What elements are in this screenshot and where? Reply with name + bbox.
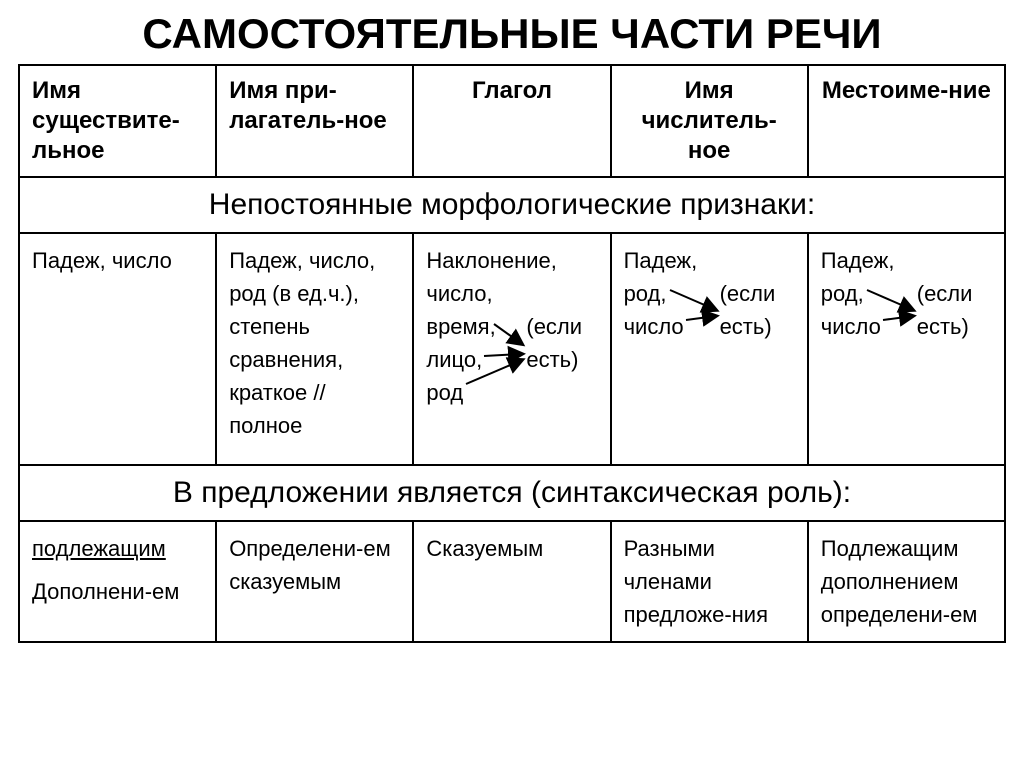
pro-esli: (если [917, 277, 973, 310]
num-rod: род, [624, 277, 667, 310]
synt-verb: Сказуемым [413, 521, 610, 642]
pro-rod: род, [821, 277, 864, 310]
synt-noun-b: Дополнени-ем [32, 575, 203, 608]
verb-l1: Наклонение, [426, 244, 557, 277]
synt-noun: подлежащим Дополнени-ем [19, 521, 216, 642]
section-morph: Непостоянные морфологические признаки: [19, 177, 1005, 233]
num-padezh: Падеж, [624, 244, 698, 277]
parts-of-speech-table: Имя существите-льное Имя при-лагатель-но… [18, 64, 1006, 643]
verb-litso: лицо, [426, 343, 482, 376]
num-chislo: число [624, 310, 684, 343]
morph-row: Падеж, число Падеж, число, род (в ед.ч.)… [19, 233, 1005, 465]
col-numeral: Имя числитель-ное [611, 65, 808, 177]
section-synt: В предложении является (синтаксическая р… [19, 465, 1005, 521]
pro-chislo: число [821, 310, 881, 343]
verb-l2: число, [426, 277, 492, 310]
synt-noun-a: подлежащим [32, 532, 203, 565]
morph-verb: Наклонение, число, время, (если лицо, ес… [413, 233, 610, 465]
num-esli: (если [720, 277, 776, 310]
pro-padezh: Падеж, [821, 244, 895, 277]
synt-row: подлежащим Дополнени-ем Определени-ем ск… [19, 521, 1005, 642]
col-noun: Имя существите-льное [19, 65, 216, 177]
section-synt-row: В предложении является (синтаксическая р… [19, 465, 1005, 521]
verb-est: есть) [526, 343, 578, 376]
header-row: Имя существите-льное Имя при-лагатель-но… [19, 65, 1005, 177]
verb-time: время, [426, 310, 495, 343]
col-adjective: Имя при-лагатель-ное [216, 65, 413, 177]
morph-adjective: Падеж, число, род (в ед.ч.), степень сра… [216, 233, 413, 465]
morph-numeral: Падеж, род, (если число есть) [611, 233, 808, 465]
synt-pronoun: Подлежащим дополнением определени-ем [808, 521, 1005, 642]
synt-numeral: Разными членами предложе-ния [611, 521, 808, 642]
col-pronoun: Местоиме-ние [808, 65, 1005, 177]
morph-pronoun: Падеж, род, (если число есть) [808, 233, 1005, 465]
col-verb: Глагол [413, 65, 610, 177]
morph-noun: Падеж, число [19, 233, 216, 465]
page-title: САМОСТОЯТЕЛЬНЫЕ ЧАСТИ РЕЧИ [18, 10, 1006, 58]
verb-esli: (если [526, 310, 582, 343]
num-est: есть) [720, 310, 772, 343]
verb-rod: род [426, 376, 463, 409]
section-morph-row: Непостоянные морфологические признаки: [19, 177, 1005, 233]
synt-adjective: Определени-ем сказуемым [216, 521, 413, 642]
pro-est: есть) [917, 310, 969, 343]
